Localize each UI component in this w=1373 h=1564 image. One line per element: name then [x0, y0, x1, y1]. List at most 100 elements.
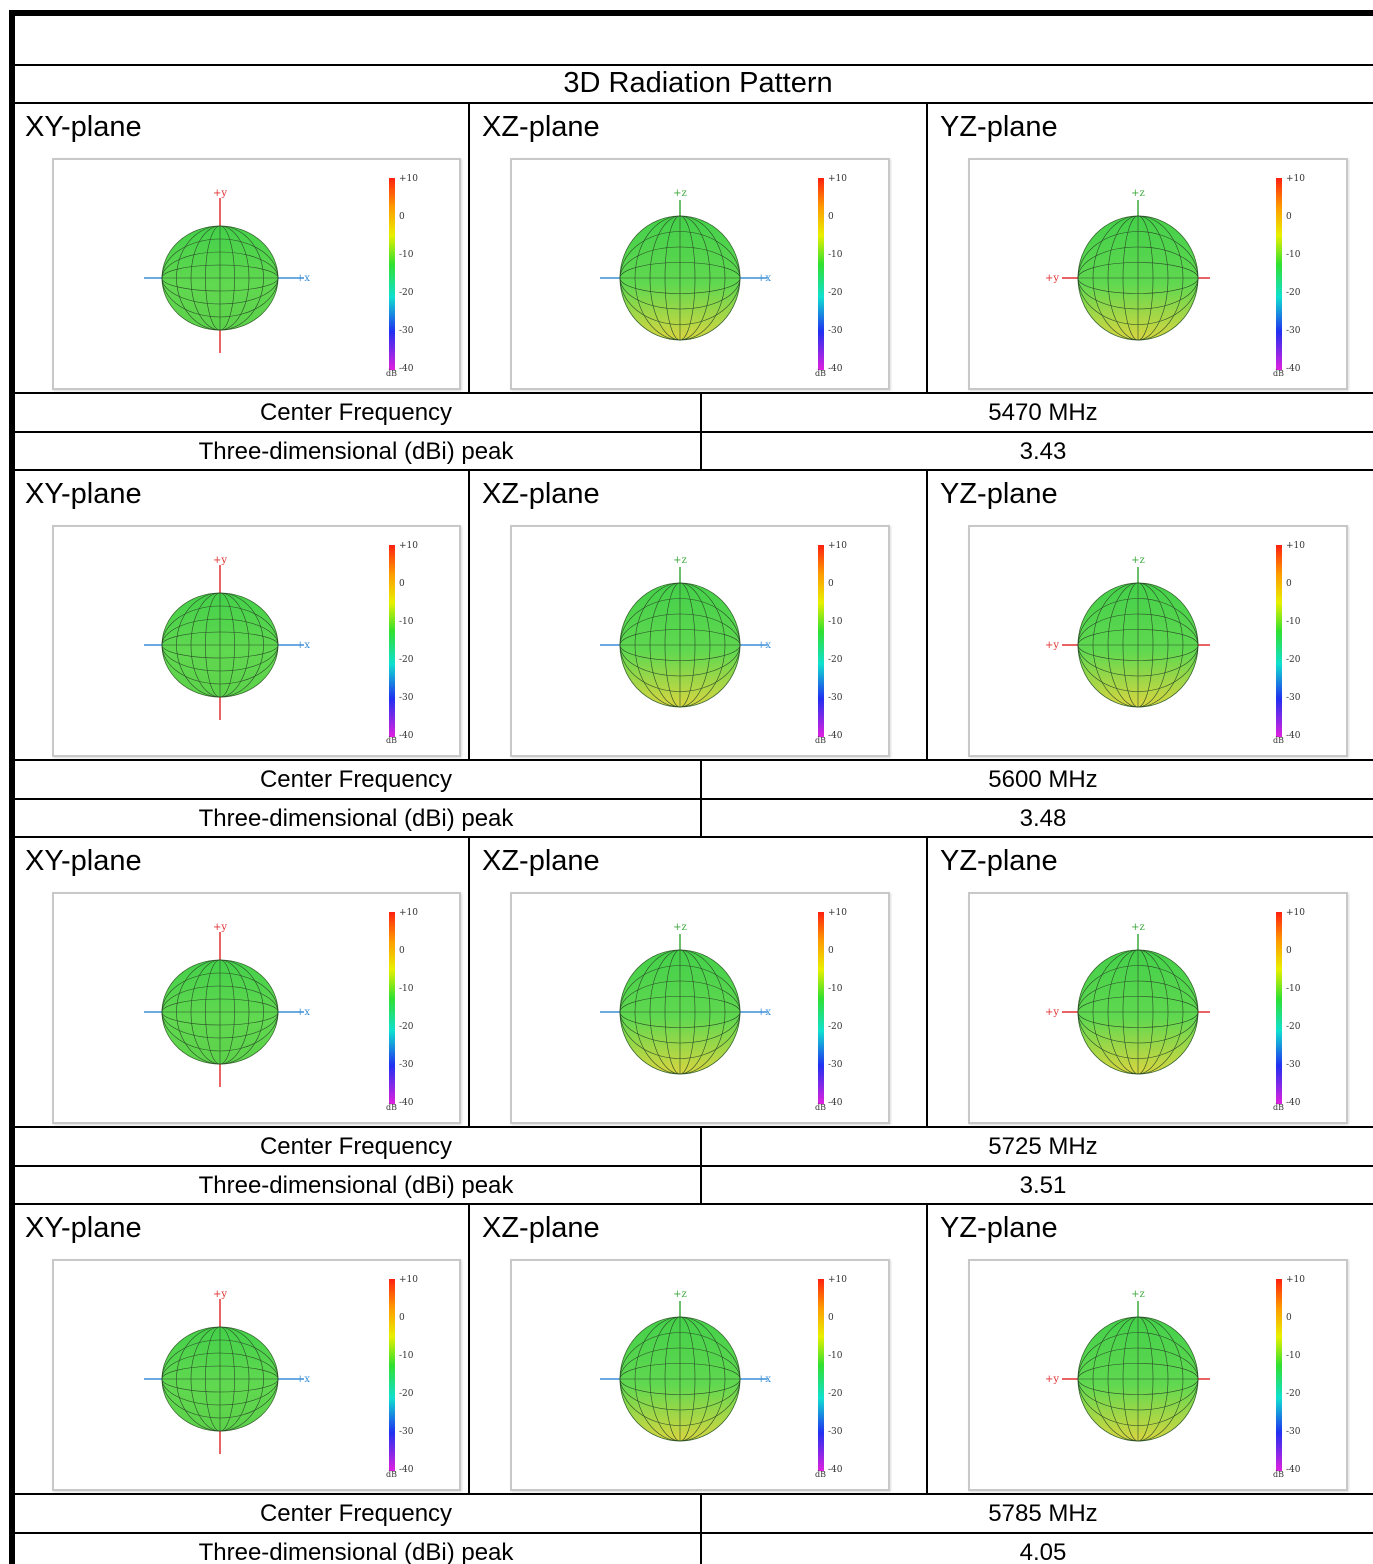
color-bar-tick: -10: [1286, 617, 1301, 627]
rule: [700, 760, 702, 837]
color-bar-tick: -10: [399, 1351, 414, 1361]
axis-label: +y: [213, 1289, 227, 1300]
color-bar-tick: -20: [828, 655, 843, 665]
color-bar-tick: -30: [1286, 693, 1301, 703]
row-label: Three-dimensional (dBi) peak: [198, 1539, 514, 1564]
axis-label: +x: [296, 1007, 310, 1018]
color-bar-tick: -30: [828, 693, 843, 703]
radiation-plot: +z +y +10 0 -10 -20 -30 -40 dB: [968, 1259, 1348, 1491]
color-bar-tick: -10: [828, 984, 843, 994]
color-bar-tick: +10: [828, 541, 847, 551]
color-bar-tick: -10: [399, 617, 414, 627]
color-bar: [389, 178, 395, 370]
axis-label: +x: [757, 1374, 771, 1385]
axis-label: +y: [213, 188, 227, 199]
rule: [12, 1203, 1373, 1205]
color-bar-tick: -10: [399, 250, 414, 260]
color-bar: [1276, 1279, 1282, 1471]
table-title: 3D Radiation Pattern: [563, 67, 833, 99]
rule: [926, 837, 928, 1127]
color-bar-unit: dB: [1273, 369, 1284, 378]
axis-label: +x: [757, 273, 771, 284]
color-bar-tick: -30: [828, 326, 843, 336]
color-bar: [389, 912, 395, 1104]
color-bar-tick: -30: [399, 1427, 414, 1437]
color-bar-tick: 0: [828, 946, 834, 956]
plane-label: XY-plane: [25, 111, 142, 143]
color-bar-tick: -30: [399, 326, 414, 336]
axis-label: +x: [757, 1007, 771, 1018]
peak-value: 4.05: [1019, 1539, 1067, 1564]
outer-top-border: [9, 10, 1373, 16]
color-bar-unit: dB: [1273, 1470, 1284, 1479]
frequency-value: 5470 MHz: [988, 399, 1098, 426]
color-bar-tick: -10: [1286, 1351, 1301, 1361]
color-bar: [818, 545, 824, 737]
color-bar-tick: +10: [399, 1275, 418, 1285]
color-bar-tick: -20: [1286, 1389, 1301, 1399]
color-bar-tick: +10: [1286, 1275, 1305, 1285]
color-bar-tick: -40: [399, 1465, 414, 1475]
color-bar-tick: -10: [828, 617, 843, 627]
color-bar-tick: -30: [828, 1060, 843, 1070]
axis-label: +z: [1131, 1289, 1145, 1300]
color-bar-tick: -20: [399, 288, 414, 298]
color-bar-tick: +10: [1286, 908, 1305, 918]
radiation-plot: +z +x +10 0 -10 -20 -30 -40 dB: [510, 158, 890, 390]
color-bar: [1276, 912, 1282, 1104]
rule: [468, 470, 470, 760]
rule: [12, 836, 1373, 838]
color-bar-tick: -30: [399, 1060, 414, 1070]
rule: [468, 1204, 470, 1494]
color-bar-unit: dB: [1273, 1103, 1284, 1112]
color-bar-tick: -30: [1286, 1427, 1301, 1437]
rule: [12, 469, 1373, 471]
frequency-value: 5725 MHz: [988, 1133, 1098, 1160]
color-bar-tick: -40: [828, 1098, 843, 1108]
axis-label: +y: [1045, 1007, 1059, 1018]
rule: [700, 1127, 702, 1204]
color-bar-tick: +10: [1286, 541, 1305, 551]
plane-label: YZ-plane: [940, 845, 1058, 877]
color-bar-tick: -20: [399, 655, 414, 665]
row-label: Center Frequency: [259, 766, 453, 793]
color-bar-tick: 0: [828, 579, 834, 589]
radiation-plot: +z +x +10 0 -10 -20 -30 -40 dB: [510, 892, 890, 1124]
color-bar-unit: dB: [386, 1470, 397, 1479]
color-bar-tick: -20: [1286, 288, 1301, 298]
color-bar-tick: -40: [1286, 731, 1301, 741]
color-bar-tick: -40: [828, 731, 843, 741]
color-bar-tick: -20: [828, 288, 843, 298]
axis-label: +z: [1131, 555, 1145, 566]
rule: [12, 798, 1373, 800]
color-bar-tick: 0: [399, 1313, 405, 1323]
color-bar-tick: 0: [399, 212, 405, 222]
axis-label: +x: [757, 640, 771, 651]
axis-label: +z: [673, 1289, 687, 1300]
plane-label: XY-plane: [25, 845, 142, 877]
color-bar: [1276, 178, 1282, 370]
color-bar: [389, 545, 395, 737]
rule: [468, 837, 470, 1127]
plane-label: YZ-plane: [940, 111, 1058, 143]
color-bar-tick: -30: [1286, 326, 1301, 336]
color-bar-tick: 0: [399, 946, 405, 956]
color-bar-unit: dB: [815, 736, 826, 745]
color-bar-tick: 0: [399, 579, 405, 589]
color-bar-tick: +10: [828, 908, 847, 918]
rule: [12, 1165, 1373, 1167]
color-bar-tick: -10: [1286, 250, 1301, 260]
row-label: Center Frequency: [259, 1500, 453, 1527]
radiation-plot: +z +y +10 0 -10 -20 -30 -40 dB: [968, 158, 1348, 390]
plane-label: XZ-plane: [482, 478, 600, 510]
axis-label: +y: [1045, 1374, 1059, 1385]
radiation-plot: +y +x +10 0 -10 -20 -30 -40 dB: [52, 1259, 461, 1491]
rule: [12, 1493, 1373, 1495]
